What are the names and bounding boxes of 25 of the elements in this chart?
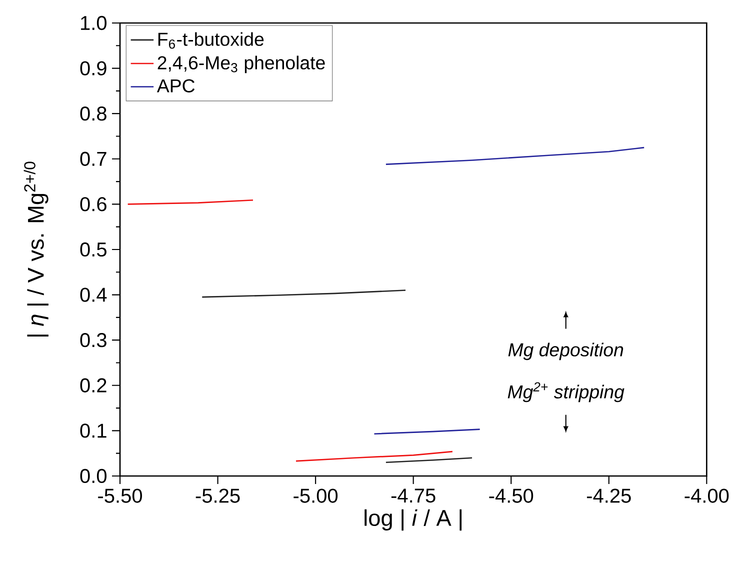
y-tick-label: 1.0	[81, 16, 106, 30]
y-tick-label: 0.2	[80, 378, 106, 392]
x-tick-label: -4.50	[489, 488, 534, 503]
legend-label: F$_{6}$-t-butoxide	[158, 32, 264, 49]
legend-label: APC	[156, 79, 195, 92]
x-tick-label: -5.25	[196, 488, 240, 503]
y-tick-label: 0.6	[80, 197, 106, 212]
y-tick-label: 0.0	[80, 468, 106, 484]
y-tick-label: 0.3	[80, 333, 106, 348]
y-tick-label: 0.5	[80, 242, 106, 257]
y-tick-label: 0.8	[80, 106, 106, 121]
y-tick-label: 0.7	[80, 152, 106, 166]
legend-label: 2,4,6-Me$_{3}$ phenolate	[158, 56, 325, 74]
x-tick-label: -4.00	[684, 488, 729, 503]
x-tick-label: -4.25	[586, 488, 631, 503]
annotation: Mg deposition	[508, 342, 624, 360]
annotation: Mg$^{2+}$ stripping	[508, 382, 624, 402]
x-axis-title: log | i / A |	[364, 509, 462, 531]
y-axis-title: | η | / V vs. Mg$^{2+/0}$	[24, 162, 48, 337]
y-tick-label: 0.1	[80, 424, 106, 438]
x-tick-label: -5.50	[98, 488, 142, 503]
x-tick-label: -5.00	[294, 488, 338, 503]
y-tick-label: 0.4	[80, 288, 107, 302]
y-tick-label: 0.9	[80, 61, 106, 76]
x-tick-label: -4.75	[391, 488, 436, 503]
